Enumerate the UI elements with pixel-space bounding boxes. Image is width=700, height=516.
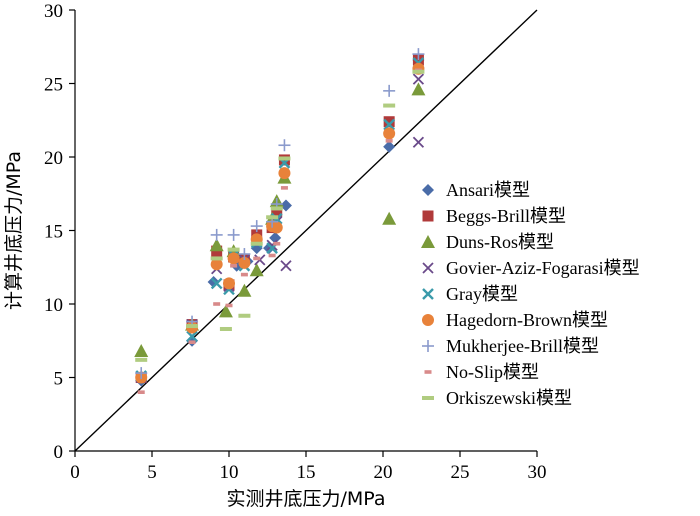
legend-label: Beggs-Brill模型 [446, 206, 566, 226]
legend-marker [422, 184, 434, 196]
data-point [210, 277, 223, 290]
legend-label: Duns-Ros模型 [446, 232, 554, 252]
data-point [227, 252, 240, 265]
data-point [137, 390, 145, 394]
legend-marker [422, 340, 434, 352]
data-point [271, 205, 283, 217]
data-point [385, 139, 393, 143]
y-tick-label: 10 [44, 295, 63, 316]
y-tick-label: 5 [54, 369, 64, 390]
data-point [186, 324, 199, 329]
legend: Ansari模型 Beggs-Brill模型 Duns-Ros模型 Govier-Az… [421, 180, 640, 408]
data-point [412, 136, 425, 148]
data-point [279, 199, 292, 212]
legend-marker [424, 370, 432, 374]
data-point [278, 139, 291, 152]
data-point [412, 48, 425, 61]
legend-label: Ansari模型 [446, 180, 530, 200]
data-point [237, 283, 252, 297]
x-tick-label: 25 [451, 462, 470, 483]
legend-label: Mukherjee-Brill模型 [446, 336, 599, 356]
x-tick-label: 10 [220, 462, 239, 483]
legend-marker [422, 210, 434, 222]
data-point [250, 241, 263, 246]
data-point [227, 228, 240, 241]
data-point [238, 248, 251, 261]
plot-marks [74, 9, 538, 452]
x-tick-label: 5 [147, 462, 157, 483]
data-point [230, 263, 238, 268]
data-point [210, 256, 223, 261]
data-point [186, 330, 198, 343]
legend-marker [422, 262, 434, 274]
reference-line [74, 9, 538, 452]
data-point [223, 277, 235, 290]
data-point [135, 367, 148, 380]
x-tick-label: 20 [374, 462, 393, 483]
data-point [278, 156, 291, 161]
data-point [383, 116, 395, 128]
y-tick-label: 25 [44, 75, 63, 96]
data-point [240, 272, 248, 277]
data-point [382, 211, 397, 225]
data-point [266, 215, 279, 220]
data-point [218, 304, 233, 318]
data-point [238, 313, 251, 318]
data-point [278, 167, 291, 180]
data-point [412, 69, 425, 74]
x-axis-label: 实测井底压力/MPa [226, 488, 385, 510]
data-point [270, 221, 283, 234]
data-point [219, 326, 232, 331]
y-tick-label: 20 [44, 148, 63, 169]
legend-marker [422, 396, 434, 400]
data-point [135, 357, 148, 362]
y-tick-label: 30 [44, 1, 63, 22]
data-point [253, 256, 261, 261]
data-point [383, 118, 396, 131]
legend-label: Govier-Aziz-Fogarasi模型 [446, 258, 640, 278]
legend-label: No-Slip模型 [446, 362, 539, 382]
legend-label: Gray模型 [446, 284, 518, 304]
x-tick-label: 30 [528, 462, 547, 483]
legend-marker [421, 235, 435, 248]
data-point [280, 260, 292, 272]
data-point [238, 256, 251, 269]
legend-label: Orkiszewski模型 [446, 388, 572, 408]
data-point [266, 239, 278, 251]
data-point [383, 103, 396, 108]
data-point [250, 220, 263, 233]
x-tick-label: 15 [297, 462, 316, 483]
y-tick-label: 15 [44, 222, 63, 243]
data-point [225, 303, 233, 308]
data-point [383, 140, 396, 153]
data-point [268, 253, 276, 258]
data-point [383, 127, 396, 140]
x-tick-label: 0 [70, 462, 80, 483]
data-point [134, 344, 149, 358]
data-point [280, 186, 288, 190]
data-point [210, 258, 223, 271]
y-tick-label: 0 [54, 442, 64, 463]
data-point [213, 302, 221, 306]
data-point [411, 82, 426, 96]
data-point [249, 263, 264, 277]
data-point [273, 241, 281, 246]
axis-ticks: 0 5 10 15 20 25 30 0 5 10 15 20 25 30 [44, 1, 547, 483]
data-point [209, 238, 224, 252]
data-point [270, 206, 283, 211]
data-point [210, 228, 223, 241]
y-axis-label: 计算井底压力/MPa [3, 151, 25, 310]
data-point [227, 247, 240, 252]
legend-marker [422, 288, 434, 300]
data-point [188, 340, 196, 345]
data-point [269, 231, 282, 244]
legend-label: Hagedorn-Brown模型 [446, 310, 608, 330]
data-point [412, 73, 425, 85]
data-point [383, 84, 396, 97]
legend-marker [422, 314, 434, 326]
